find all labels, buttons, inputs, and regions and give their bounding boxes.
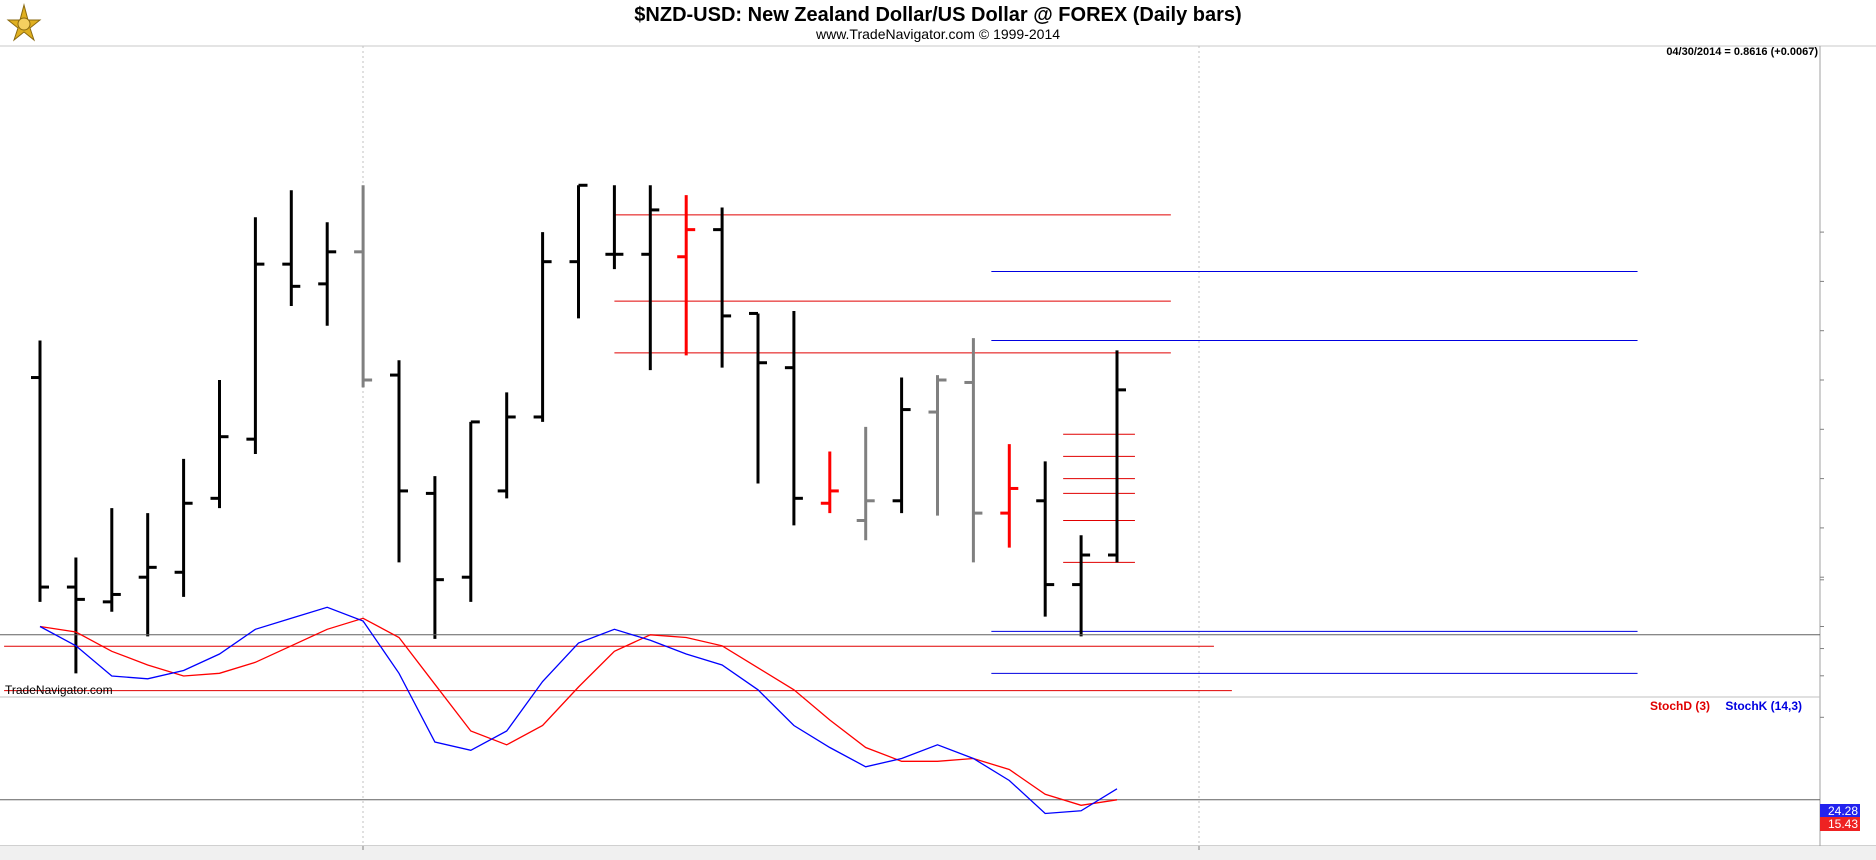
title-block: $NZD-USD: New Zealand Dollar/US Dollar @…	[0, 0, 1876, 46]
chart-subtitle: www.TradeNavigator.com © 1999-2014	[815, 26, 1061, 42]
stochd-line	[39, 617, 1118, 806]
chart-title: $NZD-USD: New Zealand Dollar/US Dollar @…	[634, 4, 1242, 26]
stochk-value-label: 24.28	[1828, 804, 1858, 818]
stochd-value-label: 15.43	[1828, 817, 1858, 831]
stochk-line	[39, 606, 1118, 815]
trade-navigator-logo-icon	[6, 3, 42, 42]
x-axis-band	[0, 846, 1876, 860]
stochd-legend-label: StochD (3)	[1650, 699, 1710, 713]
stochk-legend-label: StochK (14,3)	[1725, 699, 1802, 713]
stochd-value-badge	[1820, 817, 1860, 831]
stochk-value-badge	[1820, 804, 1860, 818]
last-quote-label: 04/30/2014 = 0.8616 (+0.0067)	[1666, 46, 1818, 58]
watermark-label: TradeNavigator.com	[5, 683, 113, 697]
